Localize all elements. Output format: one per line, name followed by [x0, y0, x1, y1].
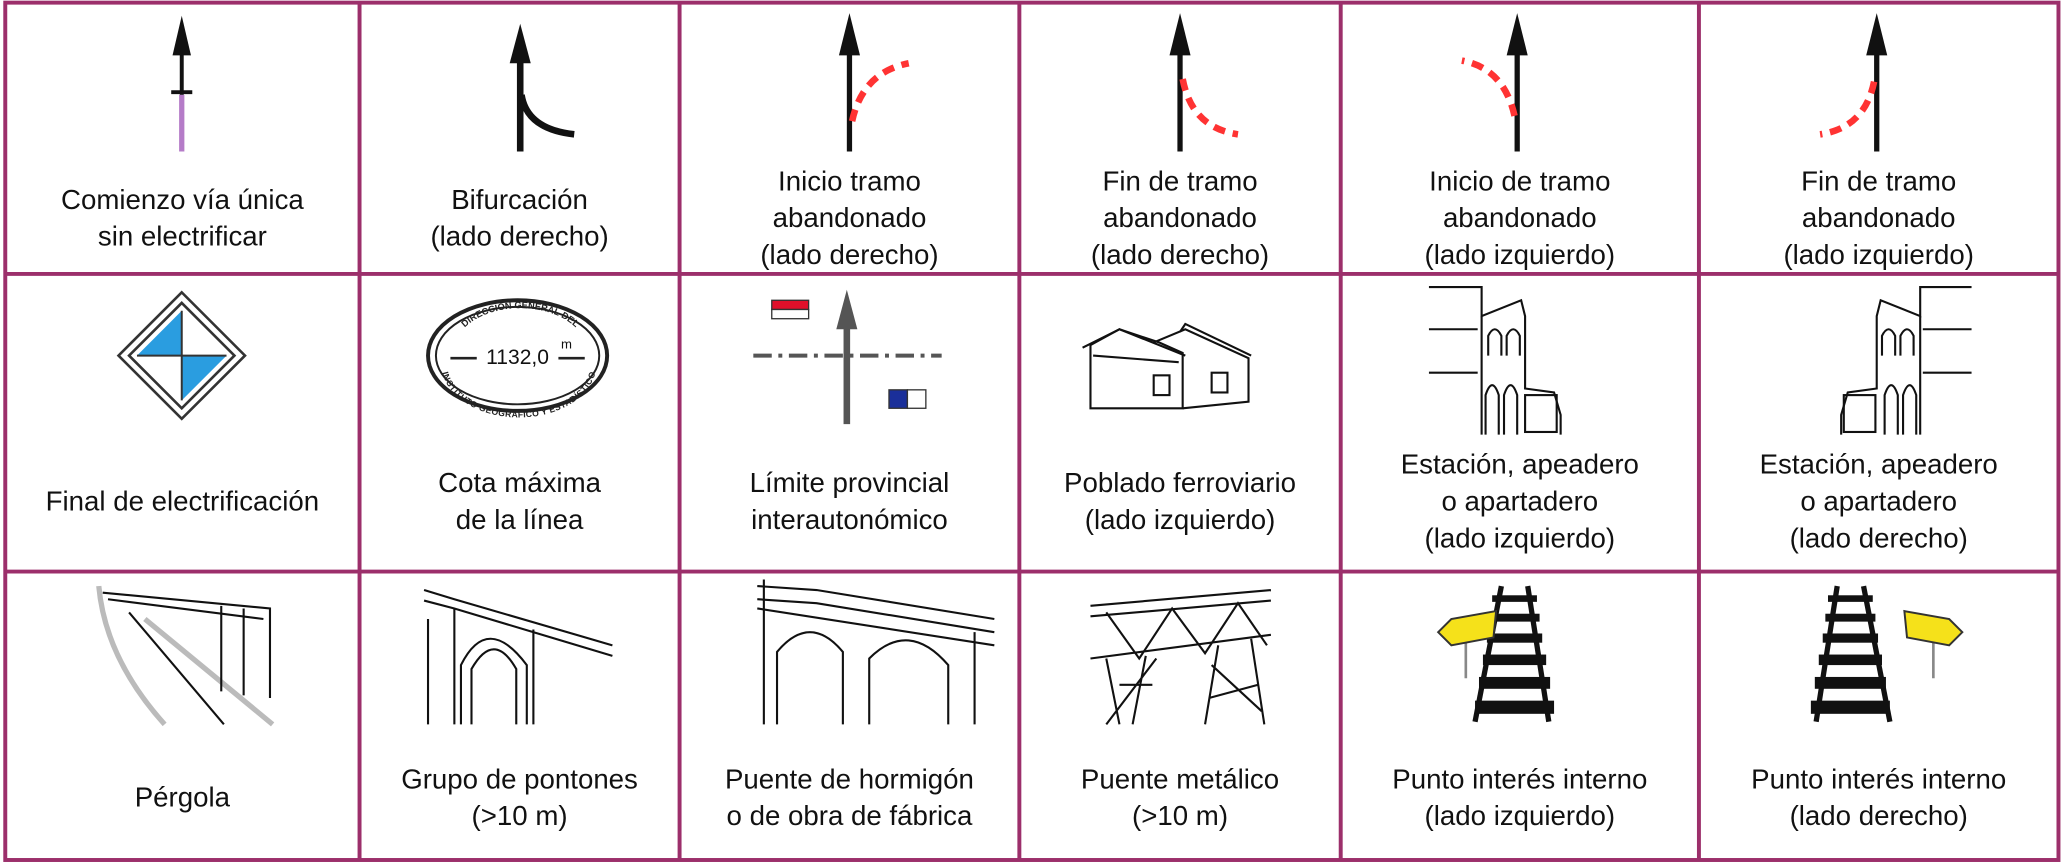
cell-label: Pérgola — [135, 782, 231, 813]
icon-abandoned-end-left — [1819, 13, 1888, 152]
cell-label: o apartadero — [1800, 485, 1957, 516]
icon-railway-village — [1082, 322, 1252, 410]
cell-label: abandonado — [773, 202, 927, 233]
cell-label: (lado izquierdo) — [1425, 239, 1616, 270]
cell-label: Bifurcación — [451, 184, 588, 215]
icon-poi-right — [1810, 585, 1964, 723]
cell-label: (>10 m) — [472, 800, 568, 831]
table-grid — [3, 0, 2061, 862]
cell-label: Fin de tramo — [1102, 165, 1257, 196]
cell-label: Poblado ferroviario — [1064, 467, 1296, 498]
icon-metal-bridge — [1090, 588, 1272, 725]
cell-label: de la línea — [456, 504, 584, 535]
icon-single-track — [171, 15, 193, 152]
cell-label: Cota máxima — [438, 467, 601, 498]
cell-label: (lado derecho) — [1790, 522, 1968, 553]
cell-label: (lado derecho) — [760, 239, 938, 270]
cell-label: Límite provincial — [750, 467, 950, 498]
icon-pergola — [96, 585, 275, 727]
icon-fork — [509, 23, 575, 152]
icon-abandoned-start-left — [1461, 13, 1528, 152]
cell-label: Final de electrificación — [46, 485, 319, 516]
cell-label: o apartadero — [1441, 485, 1598, 516]
cell-label: (lado izquierdo) — [1425, 522, 1616, 553]
cell-label: Grupo de pontones — [401, 763, 638, 794]
cell-label: Estación, apeadero — [1401, 449, 1639, 480]
cell-label: (>10 m) — [1132, 800, 1228, 831]
cell-label: (lado izquierdo) — [1425, 800, 1616, 831]
icon-elevation-mark: DIRECCIÓN GENERAL DEL INSTITUTO GEOGRÁFI… — [426, 298, 610, 420]
cell-label: abandonado — [1103, 202, 1257, 233]
cell-label: interautonómico — [751, 504, 948, 535]
cell-label: (lado derecho) — [430, 221, 608, 252]
cell-label: (lado derecho) — [1091, 239, 1269, 270]
cell-label: Inicio de tramo — [1429, 165, 1610, 196]
cell-label: Estación, apeadero — [1760, 449, 1998, 480]
icon-poi-left — [1436, 585, 1555, 723]
icon-end-electrification — [116, 290, 247, 421]
cell-label: Comienzo vía única — [61, 184, 304, 215]
cell-label: (lado izquierdo) — [1783, 239, 1974, 270]
elevation-unit: m — [561, 337, 572, 352]
icon-culverts — [423, 589, 613, 725]
icon-abandoned-end-right — [1169, 13, 1239, 152]
cell-label: (lado izquierdo) — [1085, 504, 1276, 535]
cell-label: Puente de hormigón — [725, 763, 974, 794]
cell-label: Puente metálico — [1081, 763, 1279, 794]
cell-label: (lado derecho) — [1790, 800, 1968, 831]
cell-label: sin electrificar — [98, 221, 267, 252]
cell-label: Inicio tramo — [778, 165, 921, 196]
icon-station-right — [1840, 286, 1972, 435]
cell-label: o de obra de fábrica — [727, 800, 973, 831]
icon-abandoned-start-right — [838, 13, 910, 152]
cell-label: abandonado — [1443, 202, 1597, 233]
elevation-value: 1132,0 — [486, 346, 549, 369]
cell-label: Punto interés interno — [1392, 763, 1647, 794]
cell-label: Fin de tramo — [1801, 165, 1956, 196]
cell-label: Punto interés interno — [1751, 763, 2006, 794]
cell-label: abandonado — [1802, 202, 1956, 233]
icon-concrete-bridge — [757, 579, 995, 725]
icon-station-left — [1428, 286, 1562, 435]
icon-province-limit — [753, 289, 942, 425]
